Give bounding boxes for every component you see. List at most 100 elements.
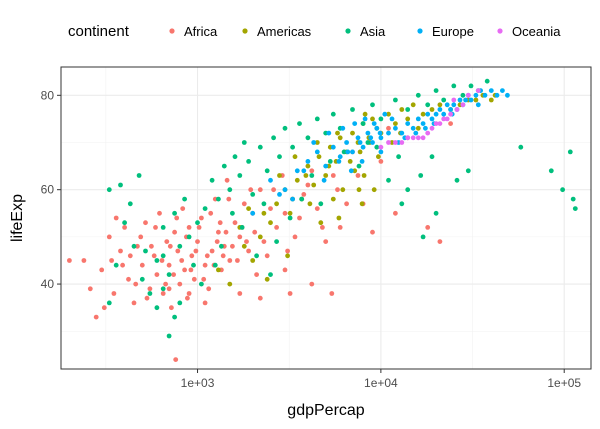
data-point (216, 196, 221, 202)
data-point (154, 272, 160, 277)
data-point (163, 281, 169, 287)
data-point (433, 121, 439, 126)
data-point (206, 286, 212, 292)
data-point (209, 248, 215, 254)
data-point (314, 116, 320, 122)
data-point (448, 121, 453, 126)
data-point (227, 258, 233, 263)
data-point (382, 111, 388, 117)
data-point (482, 92, 488, 98)
data-point (268, 177, 273, 183)
data-point (223, 229, 229, 235)
data-point (239, 225, 245, 230)
legend-item-oceania: Oceania (497, 24, 561, 39)
data-point (246, 206, 252, 212)
data-point (232, 154, 238, 160)
data-point (106, 187, 112, 193)
data-point (297, 215, 302, 221)
data-point (268, 272, 273, 277)
data-point (182, 267, 188, 273)
data-point (415, 135, 421, 141)
data-point (287, 215, 293, 221)
data-point (202, 262, 208, 268)
data-point (113, 262, 119, 268)
data-point (370, 140, 375, 145)
data-point (393, 121, 398, 126)
data-point (287, 291, 293, 296)
data-point (454, 177, 460, 183)
data-point (386, 111, 391, 117)
data-point (160, 225, 166, 230)
data-point (219, 243, 224, 249)
data-point (277, 192, 282, 197)
data-point (386, 177, 391, 183)
series-europe (250, 88, 510, 216)
data-point (429, 125, 435, 131)
data-point (374, 144, 380, 150)
data-point (393, 140, 398, 145)
data-point (330, 173, 336, 178)
data-point (250, 258, 256, 263)
data-point (138, 234, 144, 240)
data-point (250, 210, 256, 216)
data-point (460, 102, 466, 108)
data-point (301, 192, 307, 197)
data-point (371, 187, 377, 193)
data-point (199, 215, 204, 221)
data-point (186, 291, 192, 296)
data-point (396, 154, 401, 160)
data-point (393, 210, 398, 216)
data-point (257, 295, 263, 301)
data-point (420, 135, 426, 141)
data-point (518, 144, 524, 150)
data-point (246, 248, 252, 254)
data-point (465, 168, 471, 174)
data-point (254, 253, 259, 259)
data-point (264, 253, 270, 259)
plot-border (60, 66, 592, 370)
legend-label: Asia (360, 24, 386, 39)
data-point (303, 173, 309, 178)
data-point (418, 173, 424, 178)
data-point (268, 206, 273, 212)
data-point (337, 225, 343, 230)
legend-label: Africa (184, 24, 218, 39)
legend: continent Africa Americas Asia Europe Oceani… (68, 23, 561, 40)
data-point (316, 154, 322, 160)
data-point (475, 102, 481, 108)
data-point (433, 88, 439, 93)
data-point (309, 168, 315, 174)
data-point (311, 182, 317, 188)
data-point (444, 116, 450, 122)
data-point (195, 239, 200, 245)
data-point (389, 140, 395, 145)
data-point (271, 187, 276, 193)
data-point (347, 159, 353, 164)
data-point (355, 173, 361, 178)
data-point (425, 102, 431, 108)
data-point (237, 173, 243, 178)
data-point (274, 239, 279, 245)
y-tick-label: 40 (41, 277, 55, 291)
data-point (350, 107, 355, 112)
data-point (195, 220, 200, 226)
data-point (292, 234, 298, 240)
data-point (327, 159, 333, 164)
data-point (454, 107, 460, 112)
series-oceania (378, 88, 481, 150)
data-point (127, 201, 133, 207)
data-point (135, 243, 140, 249)
data-point (405, 187, 411, 193)
data-point (261, 239, 267, 245)
data-point (274, 225, 279, 230)
data-point (365, 130, 371, 136)
data-point (378, 144, 384, 150)
data-point (166, 333, 172, 339)
legend-item-europe: Europe (417, 24, 474, 39)
legend-title: continent (68, 23, 130, 40)
data-point (405, 107, 411, 112)
data-point (360, 144, 366, 150)
data-point (309, 281, 315, 287)
data-point (144, 295, 150, 301)
